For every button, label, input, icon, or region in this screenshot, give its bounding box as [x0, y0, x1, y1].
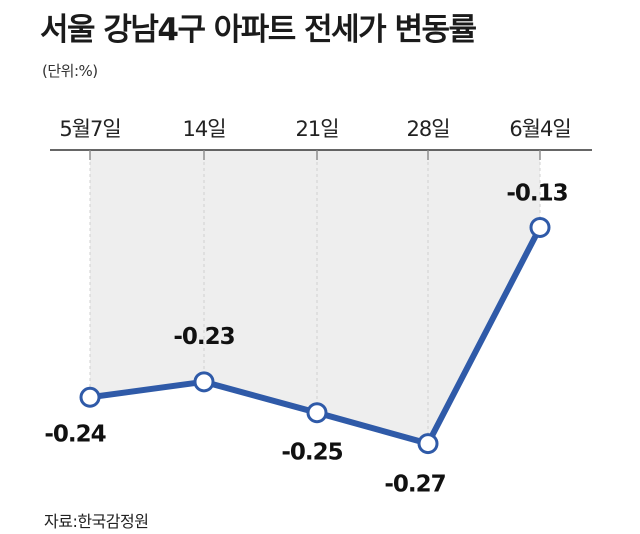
data-point	[79, 386, 101, 408]
x-tick-label: 21일	[295, 117, 338, 141]
data-point	[417, 433, 439, 455]
data-label: -0.24	[44, 421, 105, 447]
unit-label: (단위:%)	[42, 62, 98, 80]
data-point	[193, 371, 215, 393]
x-tick-label: 28일	[406, 117, 449, 141]
area-fill	[90, 150, 540, 444]
chart-title: 서울 강남4구 아파트 전세가 변동률	[40, 12, 477, 48]
x-tick-label: 14일	[182, 117, 225, 141]
source-note: 자료:한국감정원	[44, 512, 149, 531]
area-layer	[89, 150, 541, 444]
data-label: -0.23	[173, 324, 234, 350]
point-layer	[79, 216, 551, 455]
data-label: -0.13	[506, 180, 567, 206]
data-label: -0.27	[384, 472, 445, 498]
label-layer: -0.24 -0.23 -0.25 -0.27 -0.13	[44, 180, 568, 498]
data-point	[529, 216, 551, 238]
x-axis: 5월7일 14일 21일 28일 6월4일	[50, 117, 592, 160]
data-label: -0.25	[281, 440, 342, 466]
x-tick-label: 6월4일	[509, 117, 570, 141]
data-point	[306, 402, 328, 424]
x-tick-label: 5월7일	[59, 117, 120, 141]
